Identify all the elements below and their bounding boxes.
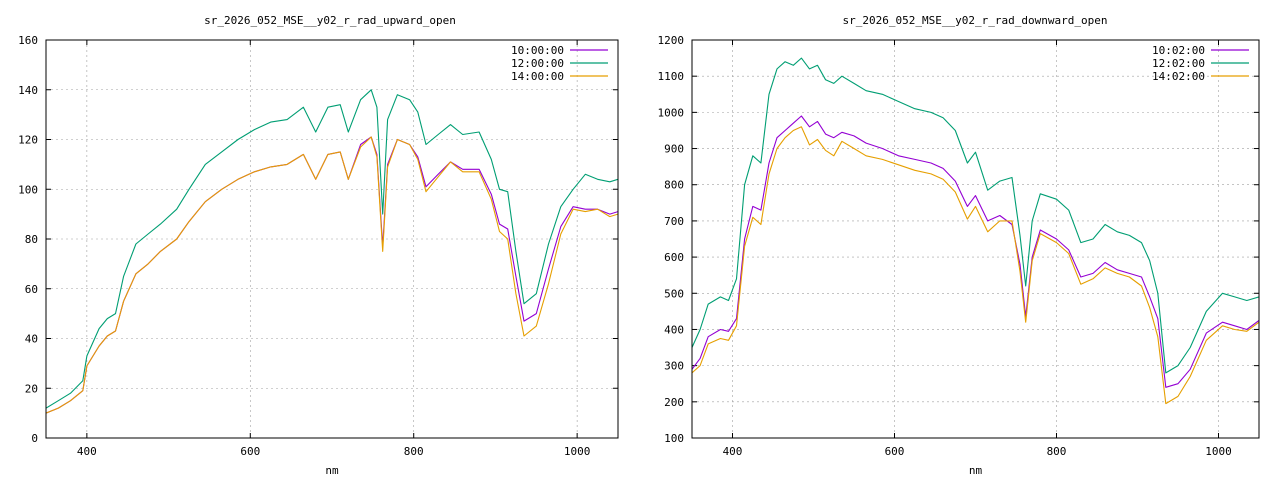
- y-tick-label: 0: [31, 432, 38, 445]
- y-tick-label: 900: [664, 143, 684, 156]
- legend-label: 14:02:00: [1152, 70, 1205, 83]
- x-tick-label: 600: [885, 445, 905, 458]
- x-tick-label: 800: [404, 445, 424, 458]
- x-tick-label: 400: [723, 445, 743, 458]
- chart-title: sr_2026_052_MSE__y02_r_rad_downward_open: [843, 14, 1108, 27]
- y-tick-label: 600: [664, 251, 684, 264]
- x-axis-label: nm: [969, 464, 983, 477]
- x-tick-label: 400: [77, 445, 97, 458]
- y-tick-label: 40: [25, 333, 38, 346]
- y-tick-label: 120: [18, 134, 38, 147]
- legend-label: 12:00:00: [511, 57, 564, 70]
- y-tick-label: 1000: [658, 106, 685, 119]
- legend-label: 14:00:00: [511, 70, 564, 83]
- y-tick-label: 700: [664, 215, 684, 228]
- legend-label: 10:00:00: [511, 44, 564, 57]
- x-axis-label: nm: [325, 464, 339, 477]
- x-tick-label: 600: [240, 445, 260, 458]
- y-tick-label: 200: [664, 396, 684, 409]
- y-tick-label: 20: [25, 382, 38, 395]
- x-tick-label: 1000: [564, 445, 591, 458]
- series-line-2: [46, 89, 618, 409]
- series-line-2: [692, 57, 1259, 374]
- chart-title: sr_2026_052_MSE__y02_r_rad_upward_open: [204, 14, 456, 27]
- y-tick-label: 100: [664, 432, 684, 445]
- x-tick-label: 1000: [1205, 445, 1232, 458]
- y-tick-label: 800: [664, 179, 684, 192]
- y-tick-label: 300: [664, 360, 684, 373]
- y-tick-label: 160: [18, 34, 38, 47]
- y-tick-label: 1100: [658, 70, 685, 83]
- y-tick-label: 400: [664, 323, 684, 336]
- y-tick-label: 60: [25, 283, 38, 296]
- y-tick-label: 140: [18, 84, 38, 97]
- legend-label: 12:02:00: [1152, 57, 1205, 70]
- y-tick-label: 1200: [658, 34, 685, 47]
- series-line-3: [46, 136, 618, 414]
- y-tick-label: 500: [664, 287, 684, 300]
- series-line-1: [692, 115, 1259, 388]
- chart-2: 400 600 800 1000 100 200 300 400 500 600 700 800 900…: [658, 14, 1260, 477]
- series-line-3: [692, 126, 1259, 405]
- legend-label: 10:02:00: [1152, 44, 1205, 57]
- plot-frame: [45, 39, 619, 439]
- plot-frame: [691, 39, 1260, 439]
- x-tick-label: 800: [1047, 445, 1067, 458]
- series-line-1: [46, 136, 618, 414]
- y-tick-label: 100: [18, 183, 38, 196]
- chart-1: 400 600 800 1000 0 20 40 60 80 100 120 140 160 sr_202…: [18, 14, 619, 477]
- y-tick-label: 80: [25, 233, 38, 246]
